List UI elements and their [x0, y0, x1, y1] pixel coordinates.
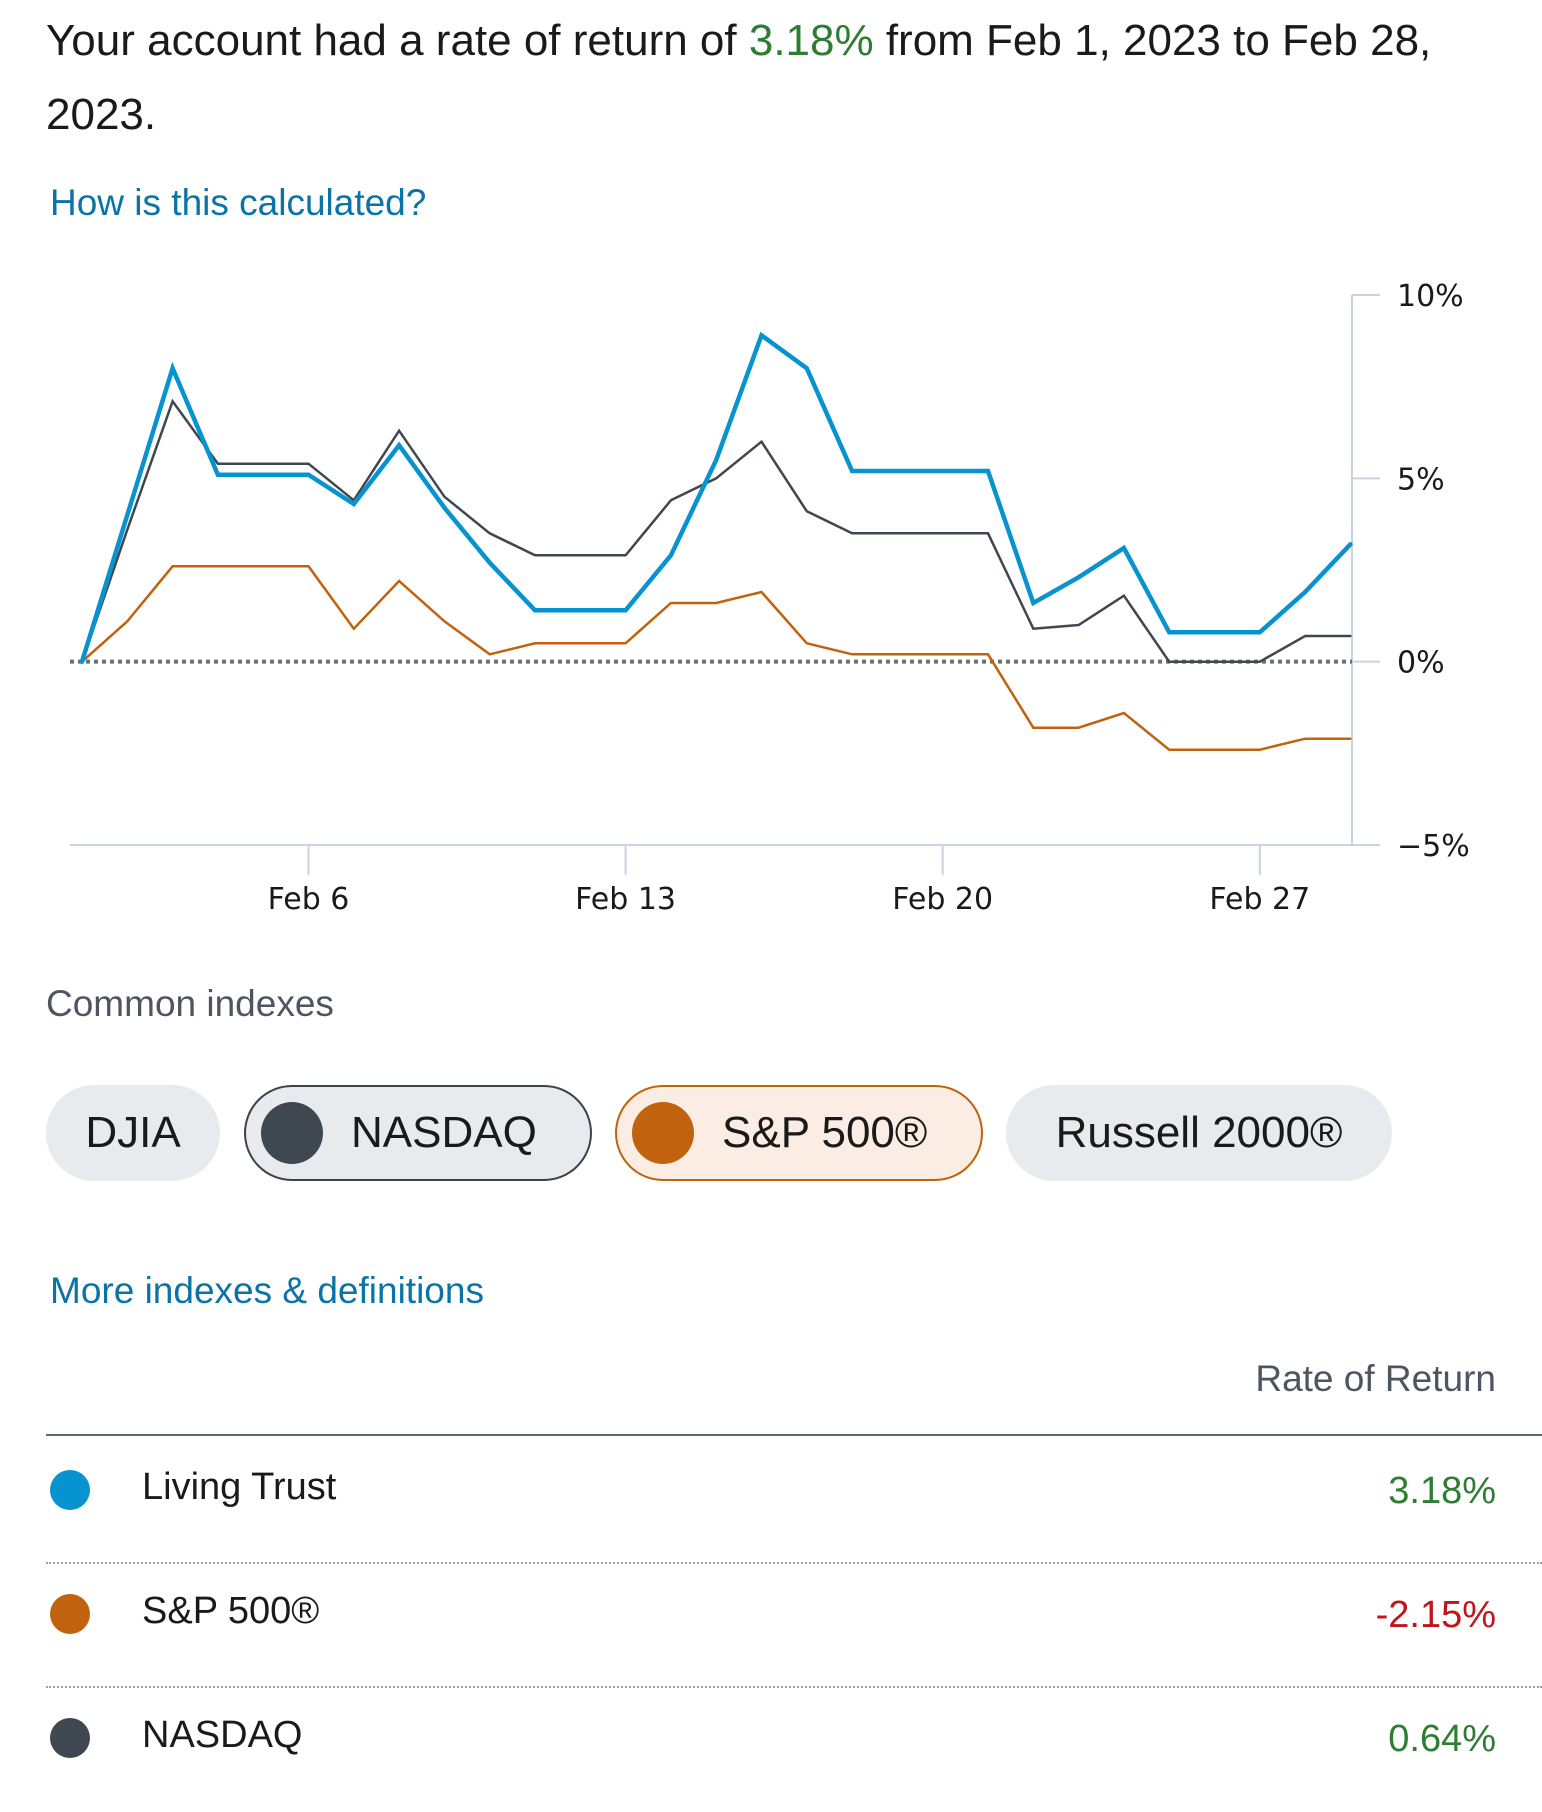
series-line	[80, 565, 1352, 751]
chip-label: S&P 500®	[722, 1108, 928, 1157]
chip-label: Russell 2000®	[1055, 1108, 1343, 1157]
row-divider	[46, 1562, 1542, 1564]
row-name: NASDAQ	[142, 1714, 303, 1756]
index-chip-djia[interactable]: DJIA	[46, 1085, 220, 1181]
table-row: S&P 500® -2.15%	[46, 1564, 1542, 1688]
more-indexes-link[interactable]: More indexes & definitions	[50, 1270, 484, 1311]
index-chip-nasdaq[interactable]: NASDAQ	[244, 1085, 592, 1181]
summary-prefix: Your account had a rate of return of	[46, 16, 749, 65]
chip-label: DJIA	[85, 1108, 181, 1157]
row-name: Living Trust	[142, 1466, 337, 1508]
row-value: 0.64%	[1388, 1718, 1496, 1760]
index-chip-russell2000[interactable]: Russell 2000®	[1006, 1085, 1392, 1181]
summary-suffix: from Feb 1, 2023 to Feb 28, 2023.	[46, 16, 1432, 139]
how-calculated-link[interactable]: How is this calculated?	[50, 182, 427, 223]
x-tick-label: Feb 27	[1209, 882, 1310, 917]
table-row: NASDAQ 0.64%	[46, 1688, 1542, 1812]
sp500-color-dot-icon	[632, 1102, 694, 1164]
row-divider	[46, 1686, 1542, 1688]
chip-label: NASDAQ	[351, 1108, 537, 1157]
row-value: 3.18%	[1388, 1470, 1496, 1512]
performance-chart: 10% 5% 0% −5% Feb 6 Feb 13 Feb 20 Feb 27	[70, 279, 1470, 917]
nasdaq-color-dot-icon	[261, 1102, 323, 1164]
row-name: S&P 500®	[142, 1590, 320, 1632]
row-value: -2.15%	[1375, 1594, 1496, 1636]
table-header-divider	[46, 1434, 1542, 1436]
y-tick-label: 0%	[1397, 646, 1445, 681]
sp500-dot-icon	[50, 1594, 90, 1634]
y-tick-label: −5%	[1397, 829, 1470, 864]
x-tick-label: Feb 6	[268, 882, 350, 917]
y-tick-label: 5%	[1397, 462, 1445, 497]
living-trust-dot-icon	[50, 1470, 90, 1510]
index-chip-sp500[interactable]: S&P 500®	[615, 1085, 983, 1181]
y-tick-label: 10%	[1397, 279, 1464, 314]
nasdaq-dot-icon	[50, 1718, 90, 1758]
rate-of-return-header: Rate of Return	[1255, 1358, 1496, 1399]
x-tick-label: Feb 13	[575, 882, 676, 917]
series-line	[79, 331, 1353, 664]
x-tick-label: Feb 20	[892, 882, 993, 917]
summary-rate: 3.18%	[748, 16, 874, 65]
common-indexes-label: Common indexes	[46, 983, 334, 1024]
rate-of-return-summary: Your account had a rate of return of 3.1…	[46, 4, 1516, 152]
table-row: Living Trust 3.18%	[46, 1440, 1542, 1564]
series-line	[80, 398, 1352, 663]
